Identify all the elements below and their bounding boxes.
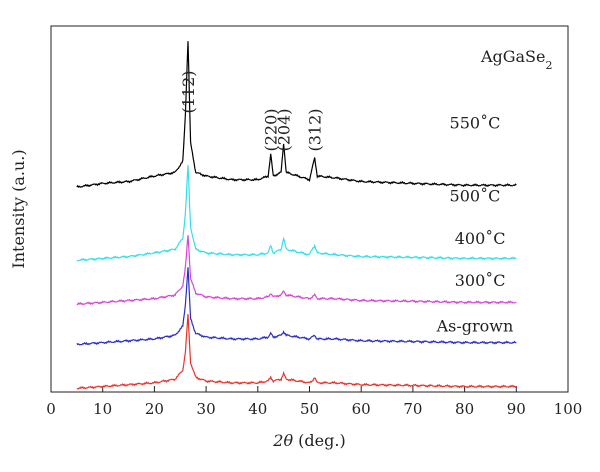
peak-label: (112) xyxy=(179,70,198,113)
series-line-0 xyxy=(76,41,517,188)
plot-frame xyxy=(50,25,569,393)
series-label: As-grown xyxy=(436,317,514,336)
x-tick-label: 100 xyxy=(554,400,583,418)
x-axis-ticks: 0 10 20 30 40 50 60 70 80 90 100 xyxy=(46,386,582,418)
y-axis-title: Intensity (a.u.) xyxy=(9,149,28,268)
x-tick-label: 30 xyxy=(197,400,216,418)
x-tick-label: 40 xyxy=(248,400,267,418)
series-label: 400˚C xyxy=(455,229,506,248)
x-tick-label: 10 xyxy=(93,400,112,418)
series-line-4 xyxy=(76,314,517,390)
x-tick-label: 20 xyxy=(145,400,164,418)
peak-labels: (112) (220)(204) (312) xyxy=(179,70,325,151)
x-tick-label: 50 xyxy=(300,400,319,418)
series-line-3 xyxy=(76,267,517,346)
x-tick-label: 70 xyxy=(403,400,422,418)
series-label: 300˚C xyxy=(455,271,506,290)
x-axis-title: 2θ (deg.) xyxy=(272,431,345,450)
peak-label: (220) xyxy=(262,108,281,151)
series-line-1 xyxy=(76,165,517,262)
x-tick-label: 80 xyxy=(455,400,474,418)
x-tick-label: 60 xyxy=(352,400,371,418)
series-line-2 xyxy=(76,235,517,306)
peak-label: (204) xyxy=(275,108,294,151)
x-tick-label: 0 xyxy=(46,400,56,418)
series-layer xyxy=(76,41,517,390)
series-label: 500˚C xyxy=(450,187,501,206)
material-label: AgGaSe2 xyxy=(480,47,553,72)
peak-label: (312) xyxy=(306,108,325,151)
series-labels: 550˚C 500˚C 400˚C 300˚C As-grown xyxy=(436,113,514,335)
series-label: 550˚C xyxy=(450,113,501,132)
x-tick-label: 90 xyxy=(507,400,526,418)
